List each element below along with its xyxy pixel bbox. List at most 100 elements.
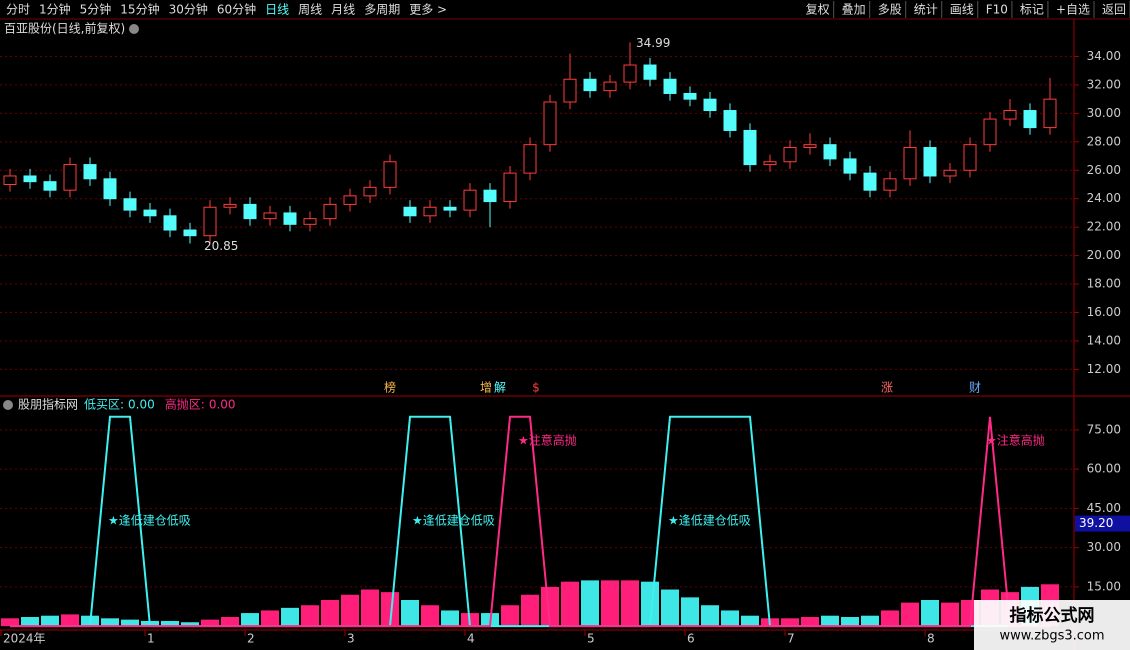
legend-value: 0.00	[209, 398, 236, 412]
candle-body	[503, 172, 517, 203]
candle-body	[943, 169, 957, 177]
indicator-menu-icon[interactable]	[3, 400, 13, 410]
candle-body	[803, 144, 817, 149]
event-marker[interactable]: 财	[969, 381, 981, 395]
y-tick-label: 28.00	[1087, 134, 1121, 148]
candle-body	[223, 203, 237, 208]
bar	[701, 605, 719, 627]
candle-body	[103, 178, 117, 200]
title-menu-icon[interactable]	[129, 24, 139, 34]
y-tick-label: 18.00	[1087, 277, 1121, 291]
y-tick-label: 24.00	[1087, 191, 1121, 205]
candle-body	[623, 64, 637, 83]
bar	[881, 610, 899, 627]
candle-body	[303, 218, 317, 225]
candle-body	[203, 206, 217, 237]
x-tick-label: 2	[247, 632, 255, 646]
toolbar-tab[interactable]: 5分钟	[80, 2, 112, 17]
event-marker[interactable]: 榜	[384, 380, 396, 395]
y-tick-label: 22.00	[1087, 220, 1121, 234]
candle-body	[443, 206, 457, 211]
toolbar-tab[interactable]: 分时	[6, 3, 30, 17]
bar	[401, 599, 419, 627]
bar	[121, 619, 139, 627]
indicator-title: 股朋指标网	[18, 397, 78, 412]
toolbar-button[interactable]: F10	[986, 3, 1008, 17]
candle-body	[703, 98, 717, 112]
bar	[661, 589, 679, 627]
watermark-url: www.zbgs3.com	[999, 629, 1104, 644]
toolbar-tab[interactable]: 30分钟	[169, 2, 208, 17]
watermark-bg	[974, 600, 1130, 650]
toolbar-button[interactable]: 叠加	[842, 3, 866, 17]
y-tick-label: 30.00	[1087, 540, 1121, 554]
candle-body	[783, 147, 797, 163]
toolbar-button[interactable]: 返回	[1102, 3, 1126, 17]
candle-body	[583, 78, 597, 92]
candle-body	[403, 206, 417, 217]
toolbar-button[interactable]: 画线	[950, 3, 974, 17]
event-marker[interactable]: 涨	[881, 380, 893, 395]
bar	[741, 615, 759, 627]
toolbar-tab[interactable]: 日线	[265, 3, 289, 17]
toolbar-tab[interactable]: 更多 >	[409, 3, 447, 17]
toolbar-button[interactable]: 复权	[806, 3, 830, 17]
bar	[841, 617, 859, 627]
toolbar-tab[interactable]: 15分钟	[120, 2, 159, 17]
signal-note: ★逢低建仓低吸	[108, 514, 191, 528]
toolbar-tab[interactable]: 月线	[331, 3, 355, 17]
bar	[621, 580, 639, 627]
high-label: 34.99	[636, 36, 670, 50]
bar	[301, 605, 319, 627]
candle-body	[763, 161, 777, 166]
toolbar-button[interactable]: 标记	[1020, 3, 1044, 17]
x-tick-label: 5	[587, 632, 595, 646]
candle-body	[143, 209, 157, 217]
y-tick-label: 75.00	[1087, 422, 1121, 436]
event-marker[interactable]: $	[532, 381, 540, 395]
bar	[201, 619, 219, 627]
candle-body	[663, 78, 677, 94]
y-tick-label: 20.00	[1087, 248, 1121, 262]
bar	[541, 586, 559, 627]
toolbar-tab[interactable]: 1分钟	[39, 2, 71, 17]
candle-body	[123, 198, 137, 211]
candle-body	[883, 178, 897, 191]
candle-body	[43, 181, 57, 191]
candle-body	[163, 215, 177, 231]
legend-name: 高抛区:	[165, 397, 205, 412]
toolbar-tab[interactable]: 周线	[298, 3, 322, 17]
watermark-title: 指标公式网	[1010, 605, 1095, 626]
candle-body	[743, 129, 757, 166]
bar	[21, 617, 39, 627]
bar	[61, 614, 79, 627]
y-tick-label: 26.00	[1087, 163, 1121, 177]
y-tick-label: 34.00	[1087, 49, 1121, 63]
x-tick-label: 3	[347, 632, 355, 646]
event-marker[interactable]: 解	[494, 381, 506, 395]
bar	[921, 599, 939, 627]
toolbar-button[interactable]: 统计	[914, 3, 938, 17]
toolbar-button[interactable]: 多股	[878, 3, 902, 17]
candle-body	[343, 195, 357, 205]
bar	[321, 599, 339, 627]
low-label: 20.85	[204, 239, 238, 253]
toolbar-tab[interactable]: 60分钟	[217, 2, 256, 17]
candle-body	[63, 164, 77, 191]
toolbar-tab[interactable]: 多周期	[364, 3, 400, 17]
candle-body	[903, 147, 917, 180]
y-tick-label: 15.00	[1087, 579, 1121, 593]
toolbar-button[interactable]: +自选	[1056, 3, 1090, 17]
candle-body	[1003, 110, 1017, 120]
bar	[281, 607, 299, 627]
bar	[641, 581, 659, 627]
y-tick-label: 14.00	[1087, 333, 1121, 347]
event-marker[interactable]: 增	[480, 381, 492, 395]
bar	[241, 613, 259, 627]
candle-body	[363, 186, 377, 197]
bar	[581, 580, 599, 627]
current-value-box	[1075, 515, 1130, 532]
bar	[941, 602, 959, 627]
bar	[1, 618, 19, 627]
